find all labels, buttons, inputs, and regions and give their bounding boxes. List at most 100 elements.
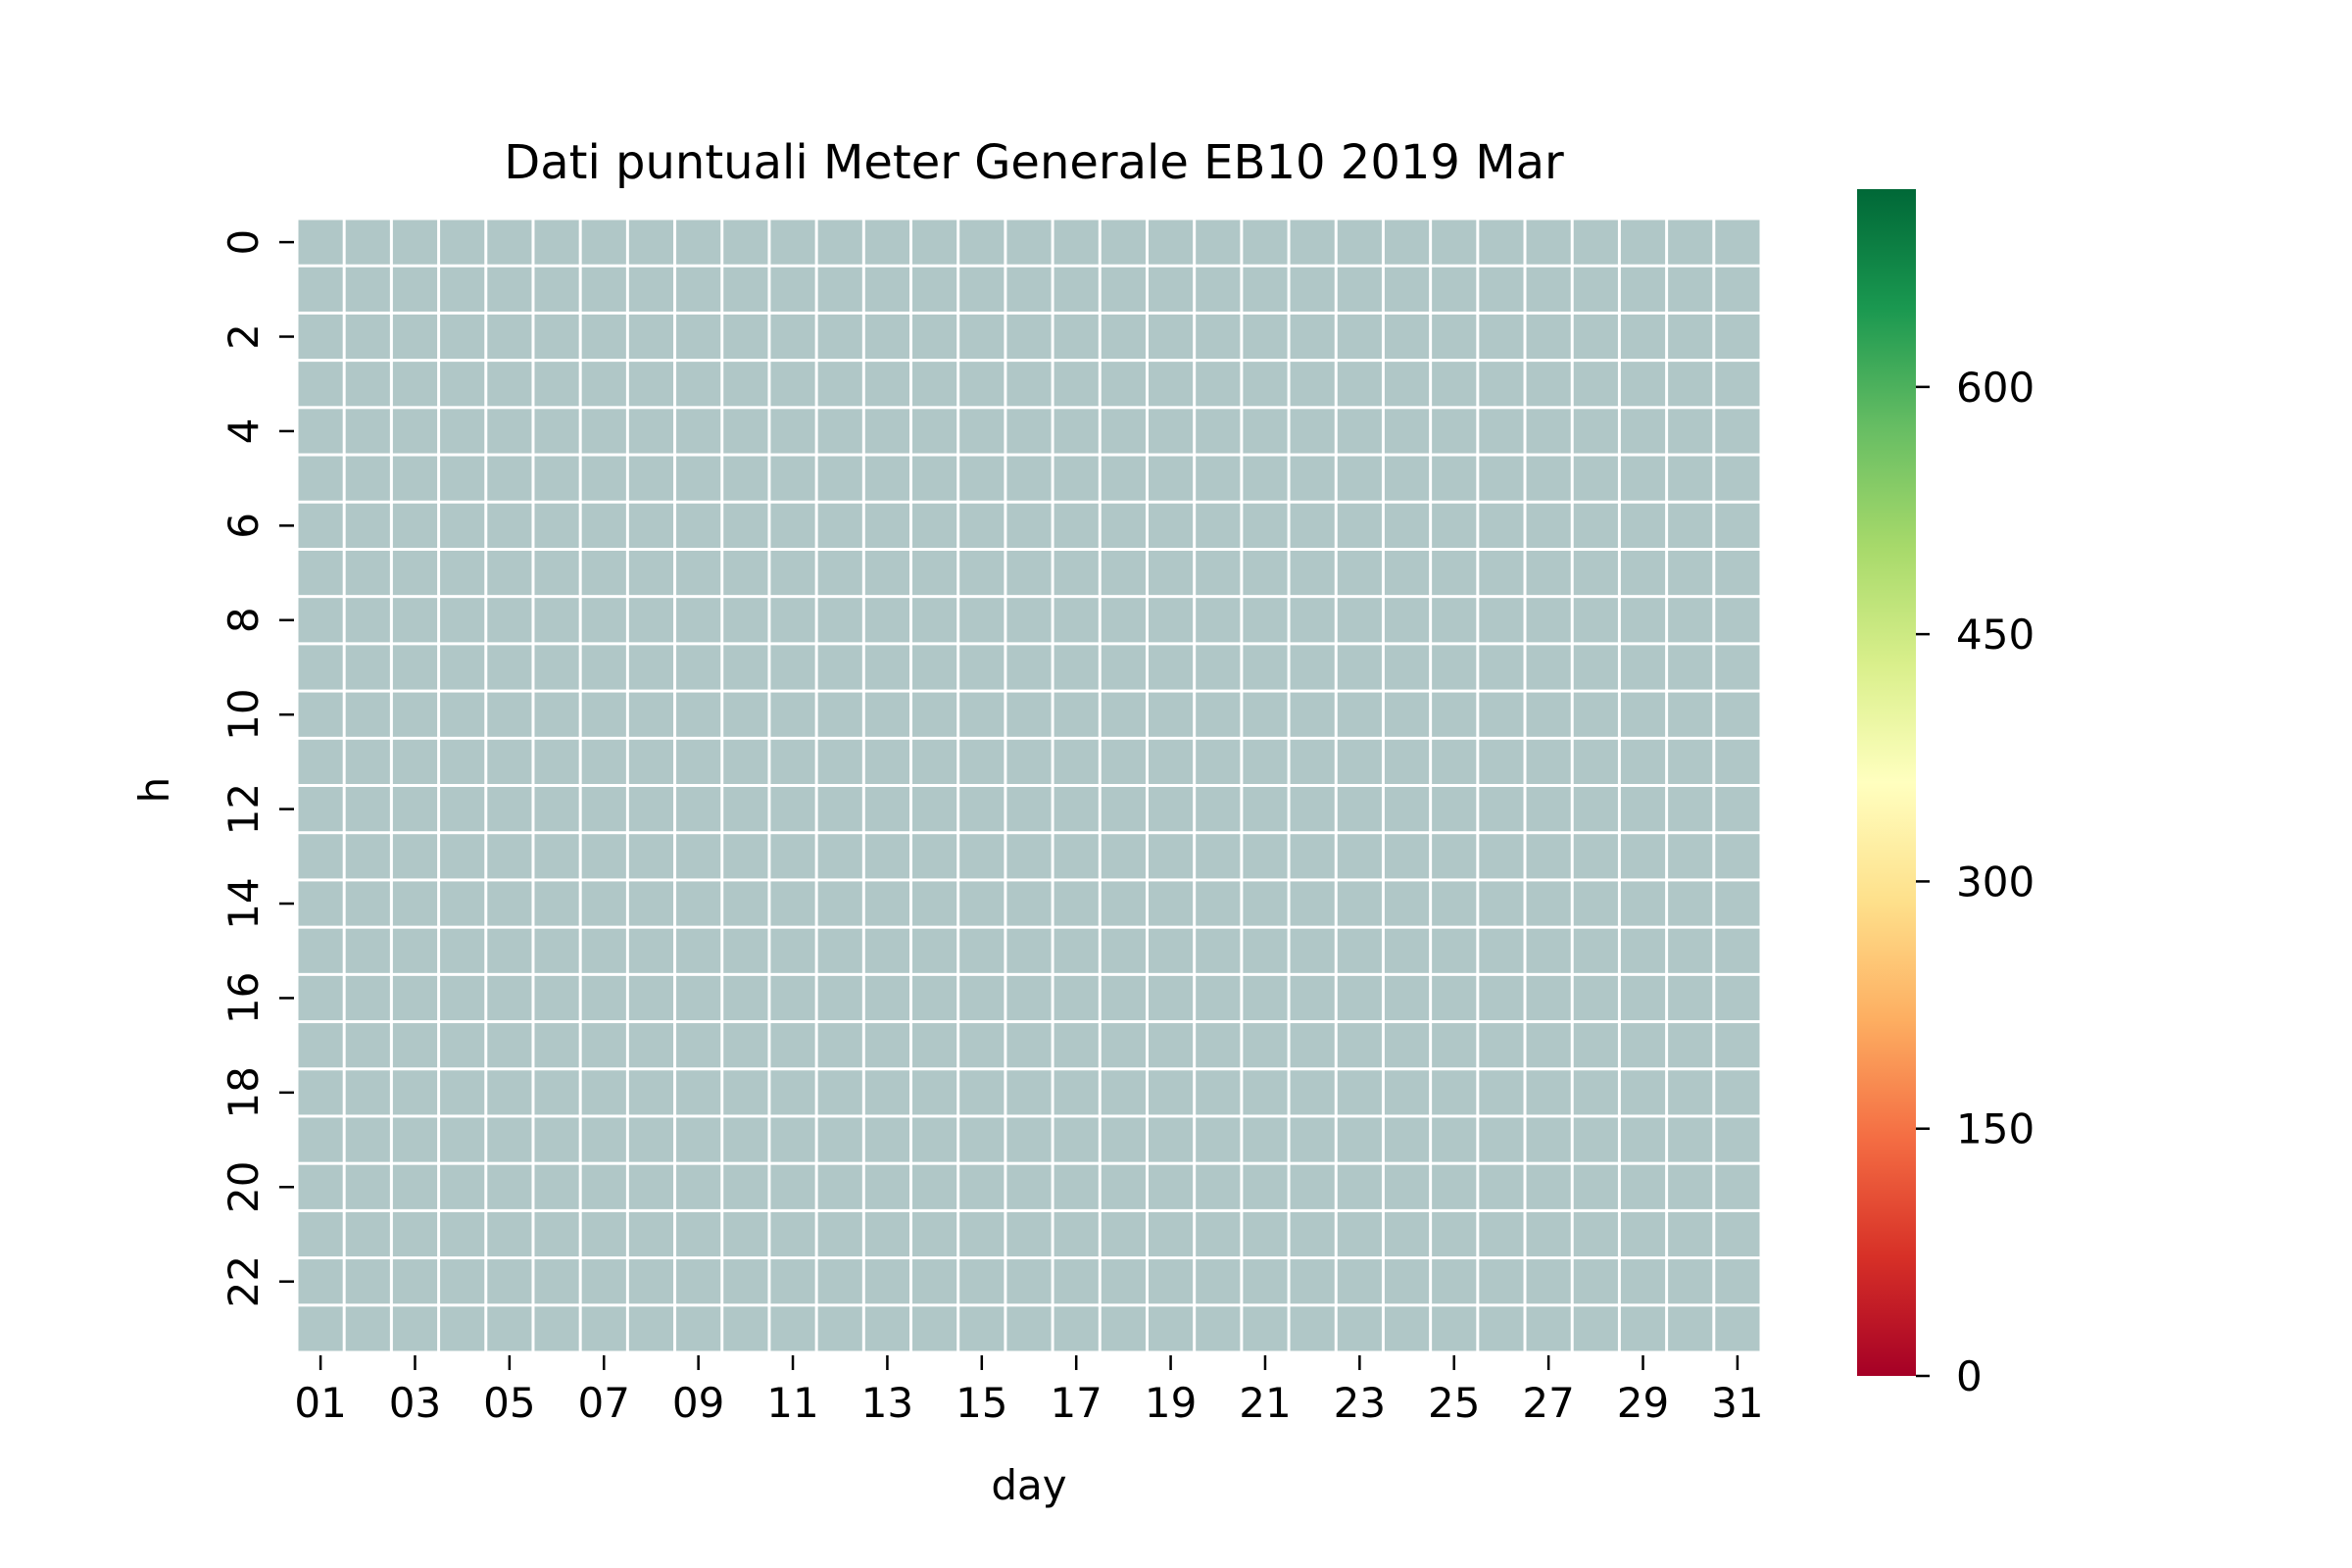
heatmap-cell: [1243, 362, 1288, 407]
heatmap-cell: [864, 739, 910, 784]
heatmap-cell: [345, 1306, 390, 1351]
heatmap-cell: [723, 362, 768, 407]
heatmap-cell: [1479, 834, 1524, 879]
heatmap-cell: [440, 409, 485, 454]
heatmap-cell: [1006, 456, 1052, 501]
heatmap-cell: [1054, 645, 1099, 690]
heatmap-cell: [676, 787, 721, 832]
heatmap-cell: [1196, 881, 1241, 926]
heatmap-cell: [345, 881, 390, 926]
heatmap-cell: [487, 1023, 532, 1068]
heatmap-cell: [628, 645, 674, 690]
heatmap-cell: [1337, 787, 1382, 832]
heatmap-cell: [1526, 1306, 1571, 1351]
heatmap-cell: [1573, 975, 1618, 1021]
heatmap-cell: [1337, 220, 1382, 265]
heatmap-cell: [817, 1023, 862, 1068]
heatmap-cell: [1243, 928, 1288, 973]
x-tick-label: 27: [1522, 1379, 1574, 1427]
heatmap-cell: [1054, 314, 1099, 360]
heatmap-cell: [1243, 1306, 1288, 1351]
heatmap-cell: [1384, 220, 1430, 265]
colorbar-tick-label: 150: [1956, 1105, 2034, 1153]
heatmap-cell: [1290, 739, 1335, 784]
heatmap-cell: [817, 928, 862, 973]
heatmap-cell: [1196, 598, 1241, 643]
heatmap-cell: [864, 834, 910, 879]
heatmap-cell: [1054, 550, 1099, 596]
heatmap-cell: [1101, 362, 1146, 407]
heatmap-cell: [912, 362, 957, 407]
heatmap-cell: [1526, 409, 1571, 454]
heatmap-cell: [1337, 692, 1382, 737]
heatmap-cell: [628, 267, 674, 312]
heatmap-cell: [1668, 550, 1713, 596]
heatmap-cell: [1054, 787, 1099, 832]
heatmap-cell: [1573, 550, 1618, 596]
heatmap-cell: [912, 881, 957, 926]
heatmap-cell: [1479, 975, 1524, 1021]
heatmap-cell: [1620, 1117, 1666, 1162]
heatmap-cell: [487, 881, 532, 926]
heatmap-cell: [1101, 1259, 1146, 1304]
heatmap-cell: [723, 975, 768, 1021]
heatmap-cell: [723, 692, 768, 737]
heatmap-cell: [1337, 267, 1382, 312]
heatmap-cell: [345, 739, 390, 784]
heatmap-cell: [864, 1117, 910, 1162]
heatmap-cell: [1479, 739, 1524, 784]
heatmap-cell: [770, 1164, 815, 1209]
heatmap-cell: [298, 362, 343, 407]
heatmap-cell: [392, 692, 438, 737]
heatmap-cell: [1432, 975, 1477, 1021]
heatmap-cell: [1432, 1070, 1477, 1115]
heatmap-cell: [1006, 1259, 1052, 1304]
heatmap-cell: [959, 267, 1004, 312]
heatmap-cell: [1006, 1164, 1052, 1209]
heatmap-cell: [1526, 220, 1571, 265]
heatmap-cell: [1148, 1211, 1194, 1257]
heatmap-cell: [487, 1306, 532, 1351]
heatmap-cell: [864, 1259, 910, 1304]
heatmap-cell: [392, 1306, 438, 1351]
heatmap-cell: [1290, 787, 1335, 832]
heatmap-cell: [534, 881, 579, 926]
heatmap-cell: [345, 503, 390, 548]
heatmap-cell: [487, 409, 532, 454]
heatmap-cell: [817, 1117, 862, 1162]
heatmap-cell: [912, 645, 957, 690]
heatmap-cell: [1101, 928, 1146, 973]
heatmap-cell: [1101, 456, 1146, 501]
heatmap-cell: [959, 409, 1004, 454]
heatmap-cell: [1384, 362, 1430, 407]
heatmap-cell: [440, 314, 485, 360]
heatmap-cell: [1526, 645, 1571, 690]
heatmap-cell: [959, 503, 1004, 548]
heatmap-cell: [581, 1023, 626, 1068]
heatmap-cell: [1573, 834, 1618, 879]
heatmap-cell: [723, 834, 768, 879]
heatmap-cell: [817, 220, 862, 265]
heatmap-cell: [1196, 1259, 1241, 1304]
heatmap-cell: [487, 692, 532, 737]
heatmap-cell: [1290, 550, 1335, 596]
heatmap-cell: [1668, 220, 1713, 265]
heatmap-cell: [628, 1259, 674, 1304]
heatmap-cell: [1573, 787, 1618, 832]
heatmap-cell: [1668, 1306, 1713, 1351]
heatmap-cell: [723, 1023, 768, 1068]
heatmap-cell: [912, 456, 957, 501]
heatmap-cell: [581, 645, 626, 690]
x-tick-label: 01: [294, 1379, 346, 1427]
heatmap-cell: [298, 314, 343, 360]
heatmap-cell: [676, 1306, 721, 1351]
heatmap-cell: [1573, 739, 1618, 784]
heatmap-cell: [864, 598, 910, 643]
heatmap-cell: [581, 1070, 626, 1115]
heatmap-cell: [1573, 645, 1618, 690]
heatmap-cell: [440, 267, 485, 312]
heatmap-cell: [1432, 362, 1477, 407]
heatmap-cell: [1148, 692, 1194, 737]
heatmap-cell: [298, 409, 343, 454]
heatmap-cell: [628, 362, 674, 407]
